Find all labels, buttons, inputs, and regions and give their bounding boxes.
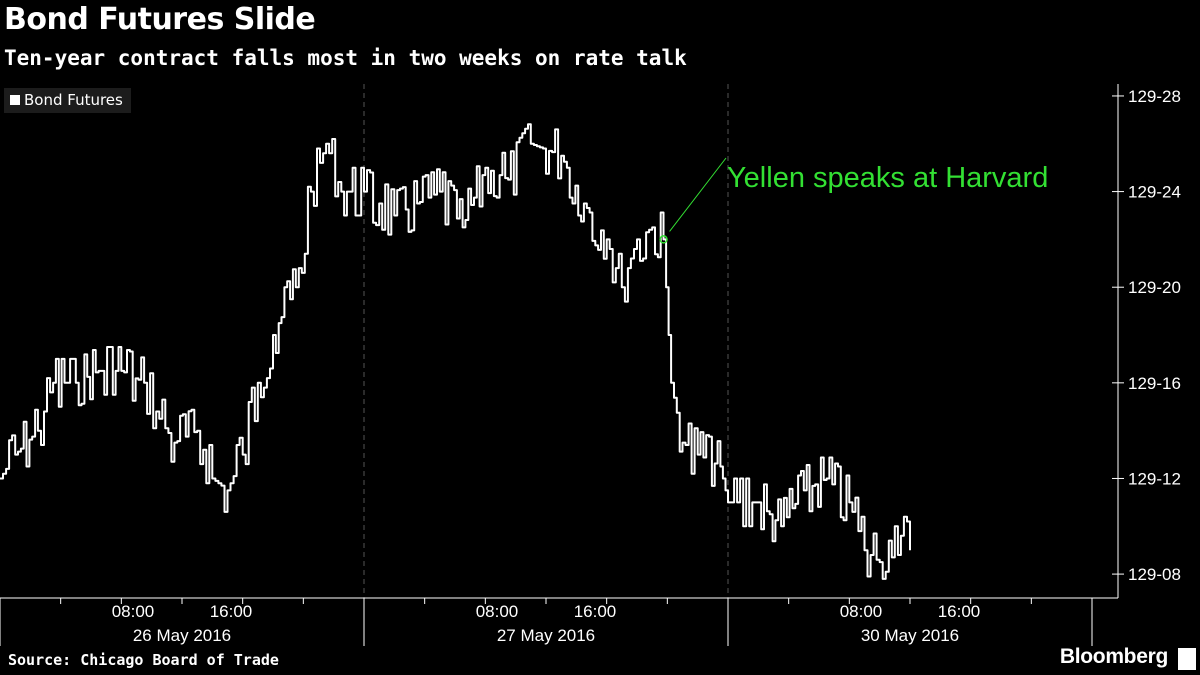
x-tick-label: 08:00 [840,602,883,621]
x-axis: 08:00 16:00 08:00 16:00 08:00 16:00 26 May 201… [0,598,1093,646]
y-tick-label: 129-12 [1128,469,1181,488]
y-tick-label: 129-28 [1128,87,1181,106]
y-tick-label: 129-20 [1128,278,1181,297]
annotation: Yellen speaks at Harvard [659,157,1048,244]
annotation-marker [659,235,668,244]
chart-subtitle: Ten-year contract falls most in two week… [4,46,687,70]
x-tick-label: 08:00 [112,602,155,621]
chart-title: Bond Futures Slide [4,2,316,37]
x-day-label: 30 May 2016 [861,626,959,645]
y-axis: 129-08 129-12 129-16 129-20 129-24 129-28 [1112,87,1181,584]
legend-label: Bond Futures [24,91,123,109]
x-day-label: 26 May 2016 [133,626,231,645]
bloomberg-mark-icon [1178,648,1196,670]
legend: Bond Futures [4,88,131,113]
source-note: Source: Chicago Board of Trade [8,651,279,669]
x-tick-label: 16:00 [210,602,253,621]
x-day-label: 27 May 2016 [497,626,595,645]
y-tick-label: 129-08 [1128,565,1181,584]
y-tick-label: 129-24 [1128,183,1181,202]
bloomberg-logo: Bloomberg [1059,645,1168,668]
legend-swatch [10,95,20,105]
y-tick-label: 129-16 [1128,374,1181,393]
x-tick-label: 16:00 [574,602,617,621]
x-tick-label: 16:00 [938,602,981,621]
series-line-bond-futures [0,123,911,580]
x-tick-label: 08:00 [476,602,519,621]
annotation-arrow [669,157,727,232]
annotation-label: Yellen speaks at Harvard [727,162,1048,194]
